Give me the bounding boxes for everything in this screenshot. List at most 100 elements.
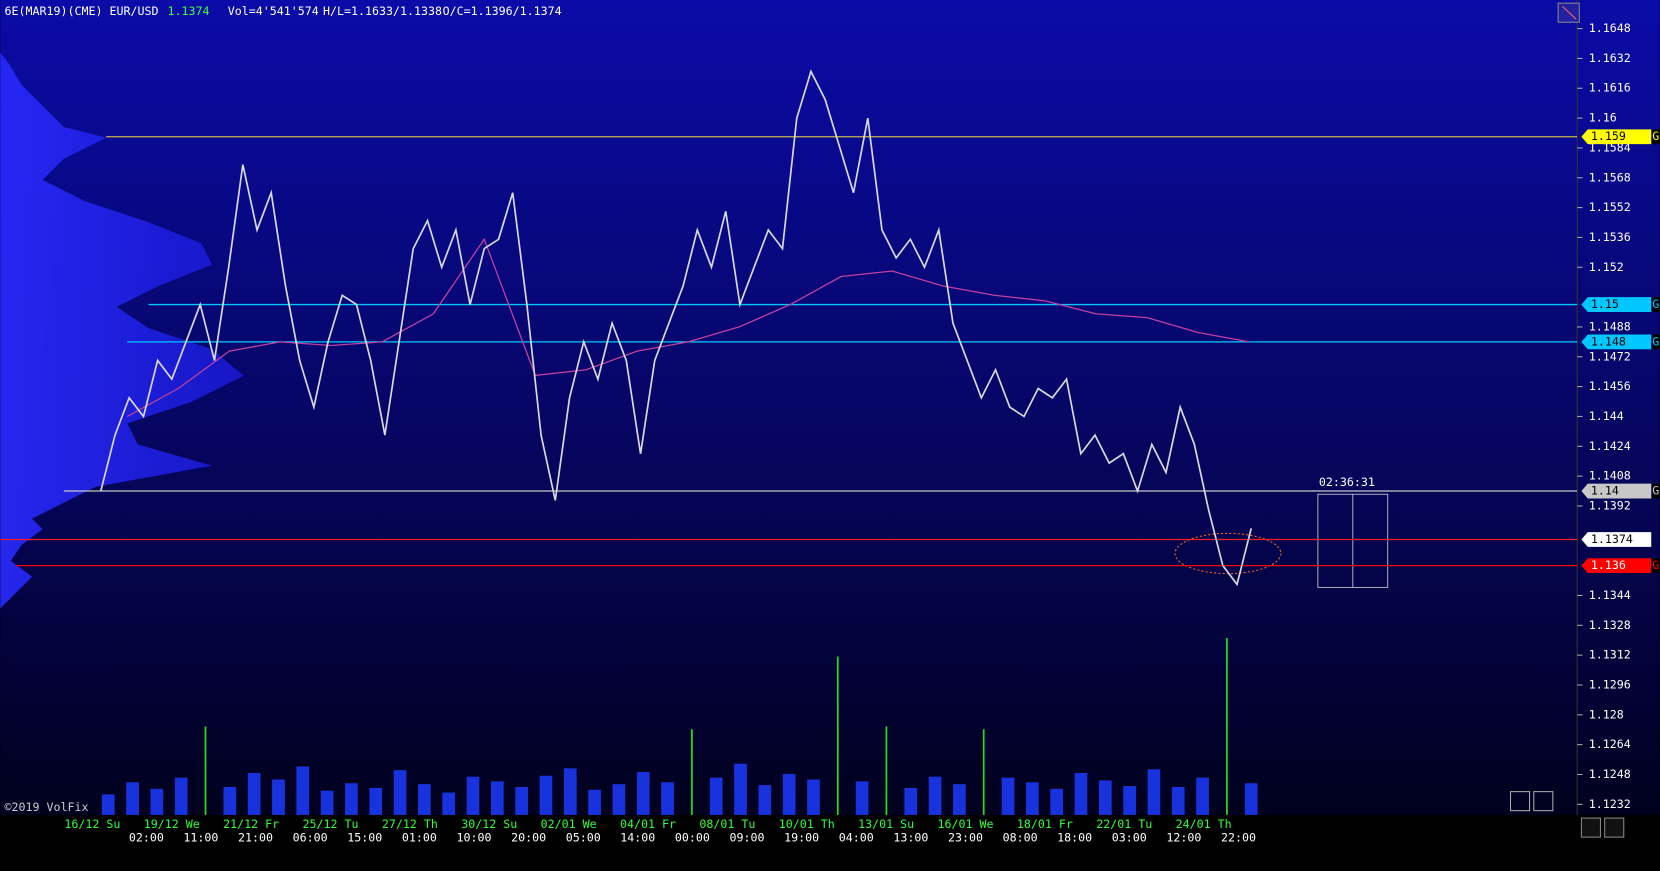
volume-bar xyxy=(539,775,553,815)
volume-bar xyxy=(466,776,480,815)
y-tick-label: 1.1456 xyxy=(1589,379,1631,393)
date-label: 21/12 Fr xyxy=(223,817,279,831)
y-tick-label: 1.144 xyxy=(1589,409,1624,423)
volume-bar xyxy=(101,794,115,815)
date-label: 16/12 Su xyxy=(64,817,120,831)
time-label: 23:00 xyxy=(948,831,983,845)
volume-bar xyxy=(150,788,164,815)
volume-bar xyxy=(709,777,723,815)
bar-timer: 02:36:31 xyxy=(1319,475,1375,489)
y-tick-label: 1.1408 xyxy=(1589,469,1631,483)
scroll-left-button[interactable] xyxy=(1580,817,1601,838)
volume-bar xyxy=(490,781,504,815)
footprint-box xyxy=(1317,493,1389,588)
volume-bar xyxy=(588,789,601,815)
time-label: 15:00 xyxy=(347,831,382,845)
price-line xyxy=(99,69,1253,587)
time-label: 12:00 xyxy=(1166,831,1201,845)
draw-tool-icon xyxy=(1562,5,1577,20)
y-tick-label: 1.128 xyxy=(1589,707,1624,721)
y-tick-label: 1.1296 xyxy=(1589,677,1631,691)
time-label: 03:00 xyxy=(1112,831,1147,845)
tag-suffix-box xyxy=(1652,558,1660,574)
volume-bar xyxy=(1147,769,1161,815)
time-label: 02:00 xyxy=(129,831,164,845)
time-label: 21:00 xyxy=(238,831,273,845)
time-label: 04:00 xyxy=(839,831,874,845)
time-label: 06:00 xyxy=(293,831,328,845)
volume-bar xyxy=(272,779,285,815)
time-label: 11:00 xyxy=(183,831,218,845)
open-close: O/C=1.1396/1.1374 xyxy=(443,4,562,18)
y-tick-label: 1.1648 xyxy=(1589,21,1631,35)
price-tag xyxy=(1581,297,1652,312)
price-tag-label: 1.159 xyxy=(1591,129,1626,143)
y-tick-label: 1.1536 xyxy=(1589,230,1631,244)
volume-bar xyxy=(1244,783,1258,815)
volume-bar xyxy=(782,773,796,815)
last-price: 1.1374 xyxy=(167,4,209,18)
volume-bar xyxy=(320,790,334,815)
volume-bar xyxy=(1001,777,1015,815)
tag-suffix: G xyxy=(1652,129,1659,143)
scroll-right-button[interactable] xyxy=(1604,817,1625,838)
tag-suffix: G xyxy=(1652,334,1659,348)
y-tick-label: 1.1616 xyxy=(1589,81,1631,95)
tag-suffix-box xyxy=(1652,129,1660,145)
y-tick-label: 1.152 xyxy=(1589,260,1624,274)
volume-bar xyxy=(1226,637,1228,815)
volume-bar xyxy=(345,783,358,815)
y-tick-label: 1.1488 xyxy=(1589,319,1631,333)
volume-bar xyxy=(758,785,772,815)
volume-bar xyxy=(369,787,383,815)
tag-suffix: G xyxy=(1652,297,1659,311)
layout-button-2[interactable] xyxy=(1533,791,1554,812)
date-label: 18/01 Fr xyxy=(1017,817,1073,831)
y-tick-label: 1.1568 xyxy=(1589,170,1631,184)
price-tag-label: 1.1374 xyxy=(1591,532,1633,546)
time-axis-panel xyxy=(0,814,1660,871)
layout-button[interactable] xyxy=(1509,791,1531,812)
time-label: 19:00 xyxy=(784,831,819,845)
volume-bar xyxy=(223,786,237,815)
volume-bar xyxy=(636,772,650,815)
volume-bar xyxy=(393,770,407,815)
volume-bar xyxy=(1050,788,1064,815)
time-label: 20:00 xyxy=(511,831,546,845)
time-label: 01:00 xyxy=(402,831,437,845)
price-tag-label: 1.14 xyxy=(1591,484,1619,498)
time-label: 13:00 xyxy=(893,831,928,845)
volume-bar xyxy=(1196,777,1209,815)
volume-bar xyxy=(612,784,626,815)
symbol: 6E(MAR19)(CME) EUR/USD xyxy=(5,4,159,18)
volume-info: Vol=4'541'574 xyxy=(228,4,319,18)
price-tag xyxy=(1581,558,1652,574)
volume-bar xyxy=(807,779,820,815)
time-label: 08:00 xyxy=(1003,831,1038,845)
volume-bar xyxy=(418,784,431,815)
price-tag xyxy=(1581,334,1652,350)
y-tick-label: 1.1248 xyxy=(1589,767,1631,781)
volume-bar xyxy=(296,766,310,815)
time-label: 10:00 xyxy=(456,831,491,845)
price-tag xyxy=(1581,129,1652,145)
volume-bar xyxy=(563,768,577,815)
tag-suffix-box xyxy=(1652,297,1660,312)
y-tick-label: 1.1632 xyxy=(1589,51,1631,65)
date-label: 13/01 Su xyxy=(858,817,914,831)
average-line xyxy=(126,237,1250,418)
price-tag xyxy=(1581,483,1652,499)
volume-profile xyxy=(0,52,244,609)
y-tick-label: 1.1392 xyxy=(1589,498,1631,512)
date-label: 04/01 Fr xyxy=(620,817,676,831)
y-tick-label: 1.1472 xyxy=(1589,349,1631,363)
volume-bar xyxy=(691,729,693,815)
volume-bar xyxy=(1171,786,1185,815)
time-label: 05:00 xyxy=(566,831,601,845)
date-label: 02/01 We xyxy=(541,817,597,831)
volume-bar xyxy=(734,763,747,815)
date-label: 30/12 Su xyxy=(461,817,517,831)
volume-bar xyxy=(661,782,674,815)
date-label: 08/01 Tu xyxy=(699,817,755,831)
